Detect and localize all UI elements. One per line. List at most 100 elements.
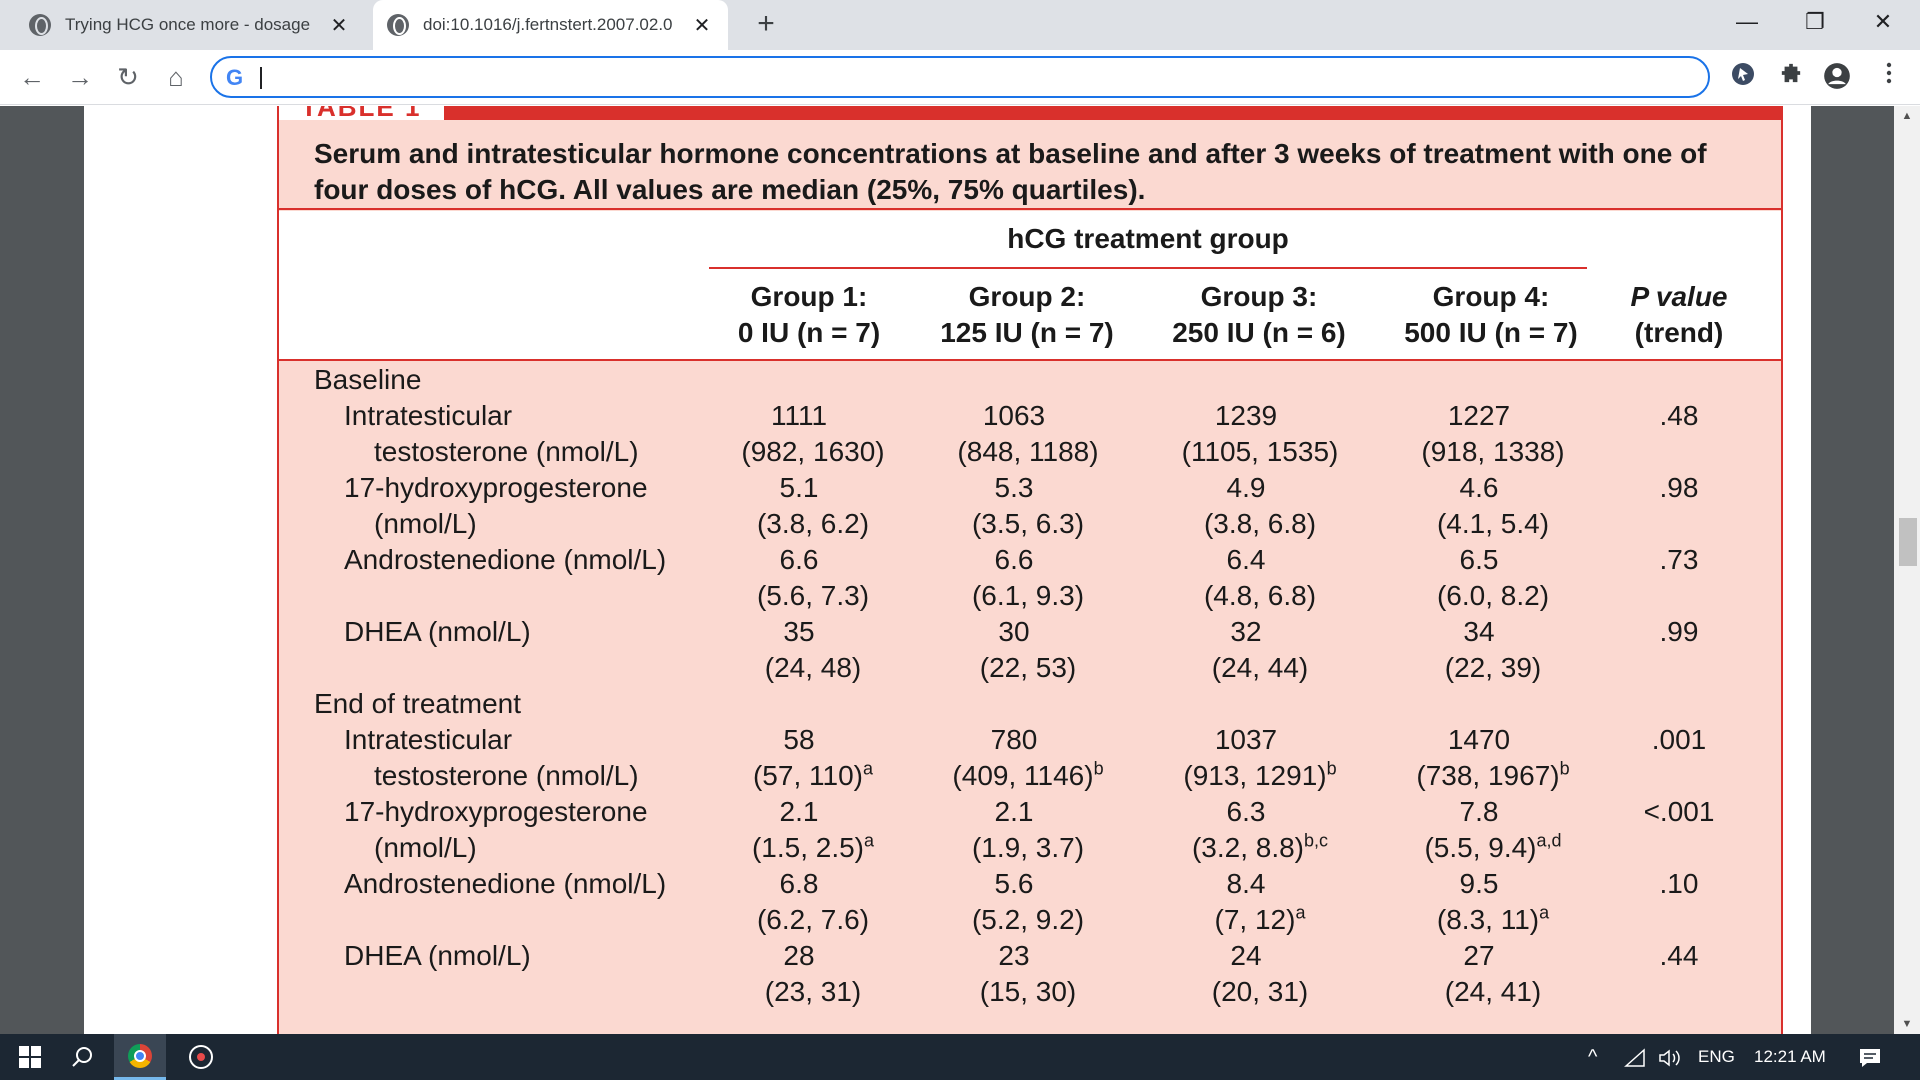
quartile-text: (5.2, 9.2) xyxy=(971,904,1085,935)
scroll-down-arrow-icon[interactable]: ▼ xyxy=(1901,1018,1913,1030)
globe-icon xyxy=(387,14,409,36)
footnote-marker: a,d xyxy=(1536,830,1562,851)
column-header-group-4: Group 4: 500 IU (n = 7) xyxy=(1404,281,1578,348)
cell-median: 6.5 xyxy=(1459,544,1499,575)
cell-median: 24 xyxy=(1230,940,1262,971)
quartile-text: (738, 1967) xyxy=(1416,760,1560,791)
tab-active[interactable]: doi:10.1016/j.fertnstert.2007.02.0 ✕ xyxy=(373,0,728,50)
back-button[interactable]: ← xyxy=(19,62,45,92)
cell-median: 1227 xyxy=(1447,400,1511,431)
cell-quartiles: (5.2, 9.2) xyxy=(913,902,1143,938)
column-header-group-2: Group 2: 125 IU (n = 7) xyxy=(940,281,1114,348)
quartile-text: (23, 31) xyxy=(764,976,862,1007)
cell-quartiles: (15, 30) xyxy=(913,974,1143,1010)
quartile-text: (22, 39) xyxy=(1444,652,1542,683)
row-label-continued: (nmol/L) xyxy=(374,508,477,539)
cell-quartiles: (738, 1967)b xyxy=(1378,758,1608,794)
cell-quartiles: (6.0, 8.2) xyxy=(1378,578,1608,614)
cell-quartiles: (23, 31) xyxy=(698,974,928,1010)
tab-close-button[interactable]: ✕ xyxy=(330,14,348,37)
cell-quartiles: (57, 110)a xyxy=(698,758,928,794)
column-header-group-3: Group 3: 250 IU (n = 6) xyxy=(1172,281,1346,348)
quartile-text: (3.2, 8.8) xyxy=(1191,832,1305,863)
windows-start-icon[interactable] xyxy=(10,1034,50,1080)
quartile-text: (20, 31) xyxy=(1211,976,1309,1007)
clock[interactable]: 12:21 AM xyxy=(1754,1047,1826,1066)
cell-median: 34 xyxy=(1463,616,1495,647)
recorder-taskbar-icon[interactable] xyxy=(178,1034,224,1080)
pdf-viewer[interactable]: TABLE 1 Serum and intratesticular hormon… xyxy=(0,106,1920,1034)
vertical-scrollbar[interactable]: ▲ ▼ xyxy=(1894,106,1920,1034)
cell-median: 4.6 xyxy=(1459,472,1499,503)
address-bar[interactable]: G xyxy=(210,56,1710,98)
title-bar: Trying HCG once more - dosage ✕ doi:10.1… xyxy=(0,0,1920,50)
cell-quartiles: (5.6, 7.3) xyxy=(698,578,928,614)
menu-icon[interactable] xyxy=(1874,62,1904,92)
cell-median: 6.3 xyxy=(1226,796,1266,827)
quartile-text: (409, 1146) xyxy=(952,760,1094,791)
new-tab-button[interactable]: + xyxy=(757,7,775,40)
table-caption: Serum and intratesticular hormone concen… xyxy=(279,120,1781,210)
tab-inactive[interactable]: Trying HCG once more - dosage ✕ xyxy=(15,0,365,50)
quartile-text: (7, 12) xyxy=(1214,904,1296,935)
row-label: Intratesticular xyxy=(344,724,513,755)
forward-button[interactable]: → xyxy=(67,62,93,92)
row-label: Androstenedione (nmol/L) xyxy=(344,868,667,899)
quartile-text: (15, 30) xyxy=(979,976,1077,1007)
cell-quartiles: (913, 1291)b xyxy=(1145,758,1375,794)
window-close-button[interactable]: ✕ xyxy=(1873,9,1893,34)
p-value: .44 xyxy=(1659,940,1699,971)
cell-quartiles: (8.3, 11)a xyxy=(1378,902,1608,938)
notifications-icon[interactable] xyxy=(1858,1034,1882,1080)
cell-median: 8.4 xyxy=(1226,868,1266,899)
cell-quartiles: (3.8, 6.2) xyxy=(698,506,928,542)
chrome-taskbar-icon[interactable] xyxy=(114,1034,166,1080)
section-title: Baseline xyxy=(314,364,422,395)
row-label: DHEA (nmol/L) xyxy=(344,940,531,971)
cell-median: 2.1 xyxy=(994,796,1034,827)
row-label: 17-hydroxyprogesterone xyxy=(344,472,648,503)
quartile-text: (982, 1630) xyxy=(741,436,885,467)
cell-median: 5.3 xyxy=(994,472,1034,503)
profile-icon[interactable] xyxy=(1822,62,1852,92)
cell-quartiles: (6.1, 9.3) xyxy=(913,578,1143,614)
quartile-text: (24, 48) xyxy=(764,652,862,683)
quartile-text: (913, 1291) xyxy=(1183,760,1327,791)
quartile-text: (6.2, 7.6) xyxy=(756,904,870,935)
cell-median: 30 xyxy=(998,616,1030,647)
document-page: TABLE 1 Serum and intratesticular hormon… xyxy=(84,106,1811,1034)
reload-button[interactable]: ↻ xyxy=(117,62,139,92)
puzzle-icon[interactable] xyxy=(1776,62,1806,92)
tab-close-button[interactable]: ✕ xyxy=(693,14,711,37)
home-button[interactable]: ⌂ xyxy=(168,62,184,92)
footnote-marker: a xyxy=(862,758,873,779)
p-value: .001 xyxy=(1651,724,1707,755)
network-icon[interactable] xyxy=(1624,1034,1646,1080)
cell-median: 7.8 xyxy=(1459,796,1499,827)
cell-median: 5.1 xyxy=(779,472,819,503)
table-top-bar xyxy=(279,106,1781,120)
search-icon[interactable] xyxy=(62,1034,102,1080)
row-label: Intratesticular xyxy=(344,400,513,431)
row-label: DHEA (nmol/L) xyxy=(344,616,531,647)
cell-median: 6.8 xyxy=(779,868,819,899)
extension-colored-icon[interactable] xyxy=(1728,62,1758,92)
minimize-button[interactable]: — xyxy=(1736,9,1758,34)
p-value: .98 xyxy=(1659,472,1699,503)
row-label-continued: testosterone (nmol/L) xyxy=(374,760,639,791)
cell-quartiles: (1.9, 3.7) xyxy=(913,830,1143,866)
footnote-marker: b xyxy=(1326,758,1337,779)
language-indicator[interactable]: ENG xyxy=(1698,1047,1735,1066)
scroll-thumb[interactable] xyxy=(1899,518,1917,566)
restore-button[interactable]: ❐ xyxy=(1805,9,1825,34)
group-header-rule xyxy=(709,267,1587,269)
quartile-text: (1105, 1535) xyxy=(1181,436,1339,467)
cell-median: 9.5 xyxy=(1459,868,1499,899)
volume-icon[interactable] xyxy=(1658,1034,1682,1080)
taskbar: ^ ENG 12:21 AM xyxy=(0,1034,1920,1080)
scroll-up-arrow-icon[interactable]: ▲ xyxy=(1901,110,1913,122)
footnote-marker: b xyxy=(1093,758,1104,779)
cell-median: 4.9 xyxy=(1226,472,1266,503)
footnote-marker: a xyxy=(1539,902,1550,923)
tray-chevron-icon[interactable]: ^ xyxy=(1588,1046,1598,1068)
